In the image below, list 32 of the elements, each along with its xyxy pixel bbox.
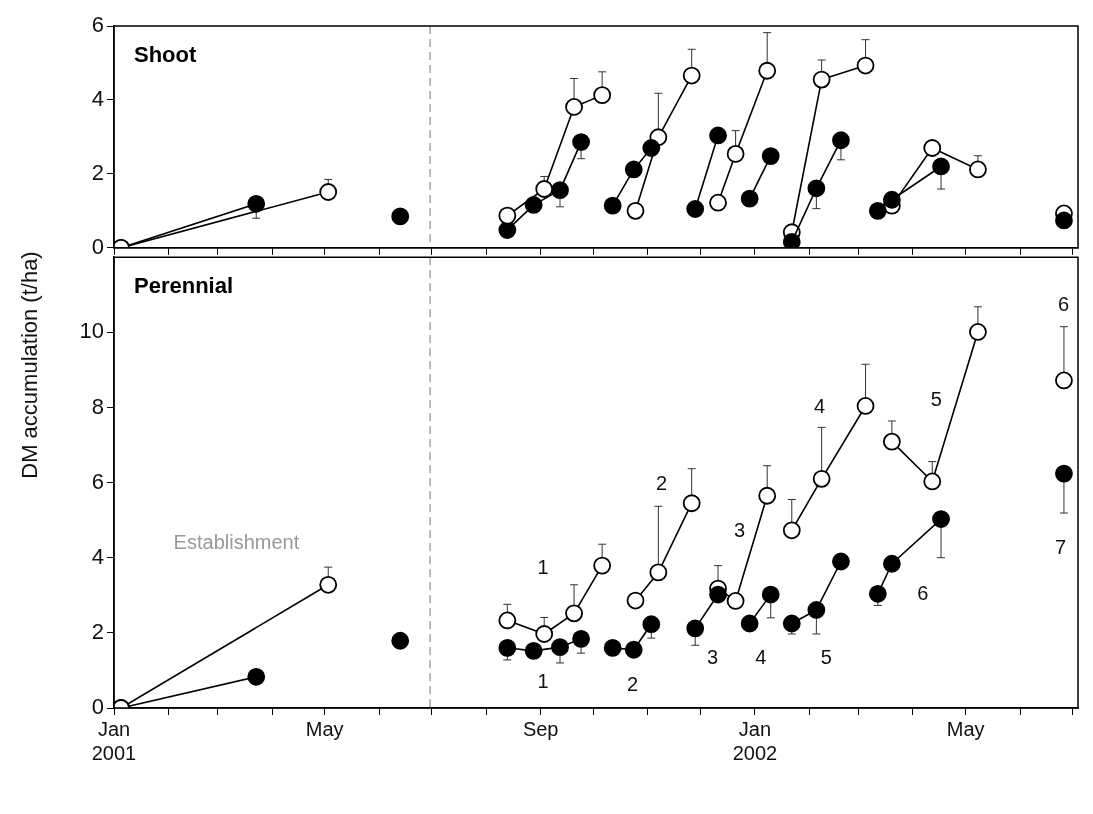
- annotation: 4: [755, 646, 767, 669]
- y-tick-label: 8: [91, 393, 104, 419]
- y-tick-label: 2: [91, 618, 104, 644]
- x-tick-label: Jan 2002: [732, 717, 778, 764]
- y-tick-label: 0: [91, 694, 104, 720]
- y-axis-title: DM accumulation (t/ha): [17, 251, 43, 479]
- text: Shoot: [134, 42, 197, 68]
- y-tick-label: 6: [91, 12, 104, 38]
- annotation: 5: [930, 387, 942, 410]
- y-tick-label: 4: [91, 543, 104, 569]
- annotation: 7: [1055, 536, 1067, 559]
- x-tick-label: Jan 2001: [91, 717, 137, 764]
- annotation: 3: [707, 646, 719, 669]
- y-tick-label: 4: [91, 86, 104, 111]
- annotation: 4: [814, 395, 826, 418]
- text: Perennial: [134, 273, 234, 299]
- y-tick-label: 2: [91, 159, 104, 185]
- annotation: 5: [820, 646, 832, 669]
- y-tick-label: 6: [91, 468, 104, 494]
- x-tick-label: May: [946, 717, 985, 740]
- annotation: 6: [917, 581, 929, 604]
- y-tick-label: 10: [79, 318, 104, 344]
- annotation: 3: [734, 519, 746, 542]
- annotation: 1: [537, 670, 549, 693]
- y-tick-label: 0: [91, 233, 104, 259]
- x-tick-label: Sep: [522, 717, 559, 740]
- annotation: 2: [627, 672, 639, 695]
- x-tick-label: May: [305, 717, 344, 740]
- annotation: 6: [1057, 293, 1070, 316]
- annotation: 2: [655, 471, 668, 494]
- annotation: Establishment: [173, 530, 300, 553]
- annotation: 1: [537, 556, 549, 579]
